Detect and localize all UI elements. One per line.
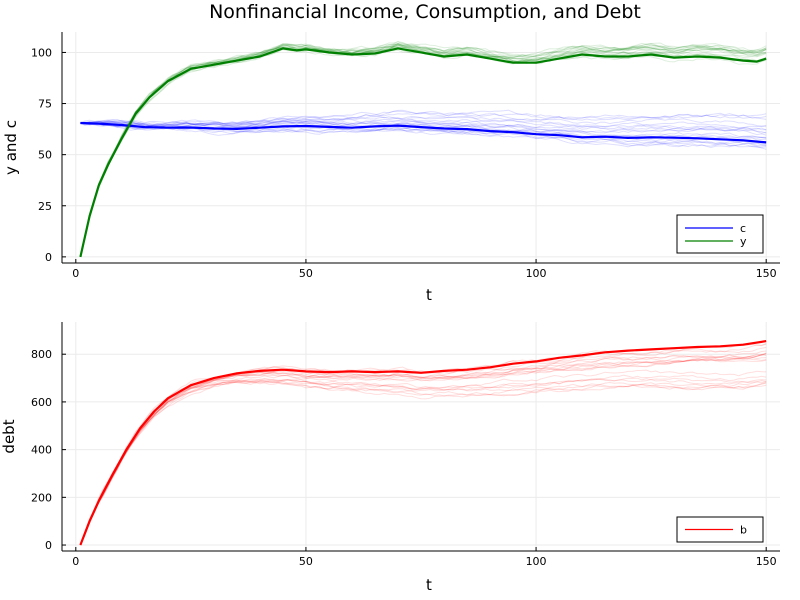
background-path-c — [80, 118, 767, 129]
plot-area — [79, 41, 767, 258]
series-line-y — [79, 47, 767, 258]
legend: cy — [676, 214, 764, 254]
background-path-b — [79, 381, 767, 546]
background-path-y — [79, 43, 767, 258]
y-tick-label: 100 — [31, 46, 52, 59]
background-path-b — [79, 377, 767, 546]
background-path-b — [79, 374, 767, 546]
x-tick-label: 0 — [72, 267, 79, 280]
background-path-c — [80, 118, 767, 131]
background-path-c — [80, 109, 767, 125]
legend: b — [676, 516, 764, 543]
background-path-b — [79, 353, 767, 546]
background-path-y — [79, 44, 767, 258]
y-tick-label: 50 — [38, 149, 52, 162]
background-path-b — [79, 354, 767, 546]
background-path-b — [79, 359, 767, 546]
y-axis-label: debt — [0, 419, 18, 453]
background-path-c — [80, 109, 767, 128]
y-axis-label: y and c — [2, 120, 20, 175]
background-path-y — [79, 43, 767, 258]
y-tick-label: 200 — [31, 491, 52, 504]
background-path-b — [79, 369, 767, 546]
legend-box — [676, 214, 764, 254]
background-path-y — [79, 44, 767, 258]
background-path-c — [80, 120, 767, 139]
panel-debt: 0 50 100 150 0 200 400 600 800 t debt b — [0, 322, 780, 594]
background-path-b — [79, 343, 767, 546]
y-tick-label: 25 — [38, 200, 52, 213]
x-tick-label: 150 — [756, 555, 777, 568]
legend-label-b: b — [740, 524, 747, 537]
background-path-c — [80, 120, 767, 134]
y-tick-label: 400 — [31, 444, 52, 457]
background-path-c — [80, 115, 767, 131]
background-path-y — [79, 43, 767, 258]
y-tick-label: 600 — [31, 396, 52, 409]
background-path-b — [79, 380, 767, 546]
legend-label-c: c — [740, 222, 746, 235]
x-tick-label: 0 — [72, 555, 79, 568]
x-axis-label: t — [426, 286, 432, 304]
background-path-y — [79, 42, 767, 258]
y-tick-label: 75 — [38, 98, 52, 111]
x-tick-label: 150 — [756, 267, 777, 280]
background-path-c — [80, 110, 767, 127]
background-path-y — [79, 42, 767, 258]
background-path-b — [79, 379, 767, 546]
series-line-c — [80, 121, 767, 144]
panel-income-consumption: 0 50 100 150 0 25 50 75 100 t y and c cy — [2, 32, 780, 304]
background-path-c — [80, 122, 767, 149]
background-path-c — [80, 115, 767, 128]
background-path-c — [80, 117, 767, 134]
background-path-c — [80, 121, 767, 150]
x-axis-label: t — [426, 576, 432, 594]
background-path-b — [79, 378, 767, 546]
x-tick-label: 50 — [299, 267, 313, 280]
background-path-y — [79, 42, 767, 258]
background-path-y — [79, 43, 767, 258]
background-path-c — [80, 120, 767, 136]
series-line-b — [79, 340, 767, 546]
background-path-b — [79, 353, 767, 546]
plot-area — [79, 340, 767, 546]
legend-label-y: y — [740, 235, 747, 248]
y-tick-label: 0 — [45, 251, 52, 264]
chart-title: Nonfinancial Income, Consumption, and De… — [209, 1, 641, 23]
background-path-b — [79, 353, 767, 546]
y-tick-label: 800 — [31, 348, 52, 361]
background-path-y — [79, 41, 767, 258]
background-path-b — [79, 377, 767, 546]
x-tick-label: 50 — [299, 555, 313, 568]
y-tick-label: 0 — [45, 539, 52, 552]
x-tick-label: 100 — [526, 267, 547, 280]
x-tick-label: 100 — [526, 555, 547, 568]
